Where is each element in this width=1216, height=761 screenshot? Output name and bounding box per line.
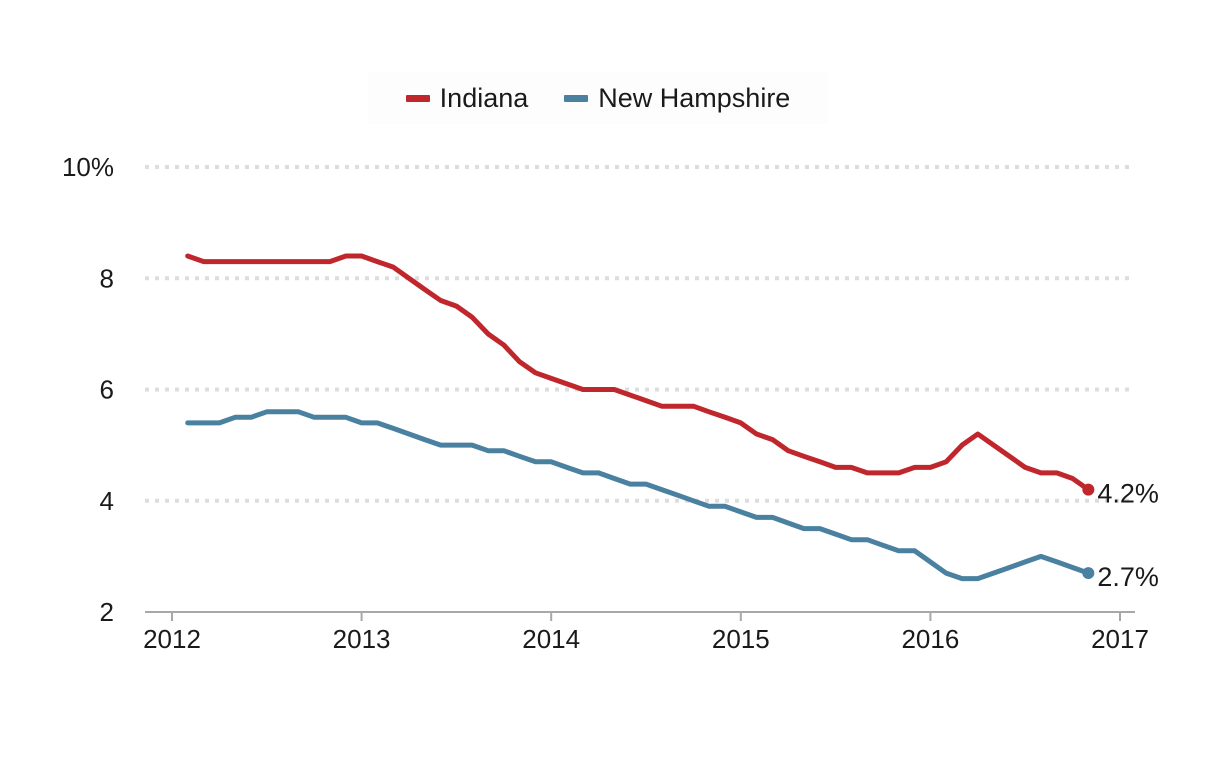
y-tick-label: 8 — [100, 263, 114, 293]
gridlines — [145, 165, 1135, 503]
x-axis: 2012 2013 2014 2015 2016 2017 — [143, 611, 1149, 654]
end-point-new-hampshire — [1082, 567, 1095, 580]
x-tick-label: 2013 — [333, 624, 391, 654]
x-tick-label: 2014 — [522, 624, 580, 654]
x-tick-label: 2017 — [1091, 624, 1149, 654]
series-line-new-hampshire — [185, 409, 1091, 582]
x-tick-label: 2016 — [901, 624, 959, 654]
end-label-new-hampshire: 2.7% — [1097, 562, 1159, 592]
y-tick-label: 10% — [62, 152, 114, 182]
legend-label-new-hampshire: New Hampshire — [598, 82, 791, 113]
series-lines — [185, 253, 1091, 582]
legend-swatch-new-hampshire — [564, 94, 589, 102]
x-tick-label: 2012 — [143, 624, 201, 654]
end-point-indiana — [1082, 483, 1095, 496]
y-axis-ticks: 10% 8 6 4 2 — [62, 152, 114, 627]
y-tick-label: 6 — [100, 375, 114, 405]
y-tick-label: 2 — [100, 597, 114, 627]
x-tick-label: 2015 — [712, 624, 770, 654]
legend-item-indiana: Indiana — [405, 82, 529, 114]
series-line-indiana — [185, 253, 1091, 493]
end-markers: 4.2% 2.7% — [1082, 479, 1159, 592]
legend-label-indiana: Indiana — [439, 82, 529, 113]
end-label-indiana: 4.2% — [1097, 479, 1159, 509]
legend-item-new-hampshire: New Hampshire — [564, 83, 790, 114]
chart-legend: Indiana New Hampshire — [368, 72, 828, 124]
legend-swatch-indiana — [405, 94, 430, 102]
y-tick-label: 4 — [100, 486, 114, 516]
